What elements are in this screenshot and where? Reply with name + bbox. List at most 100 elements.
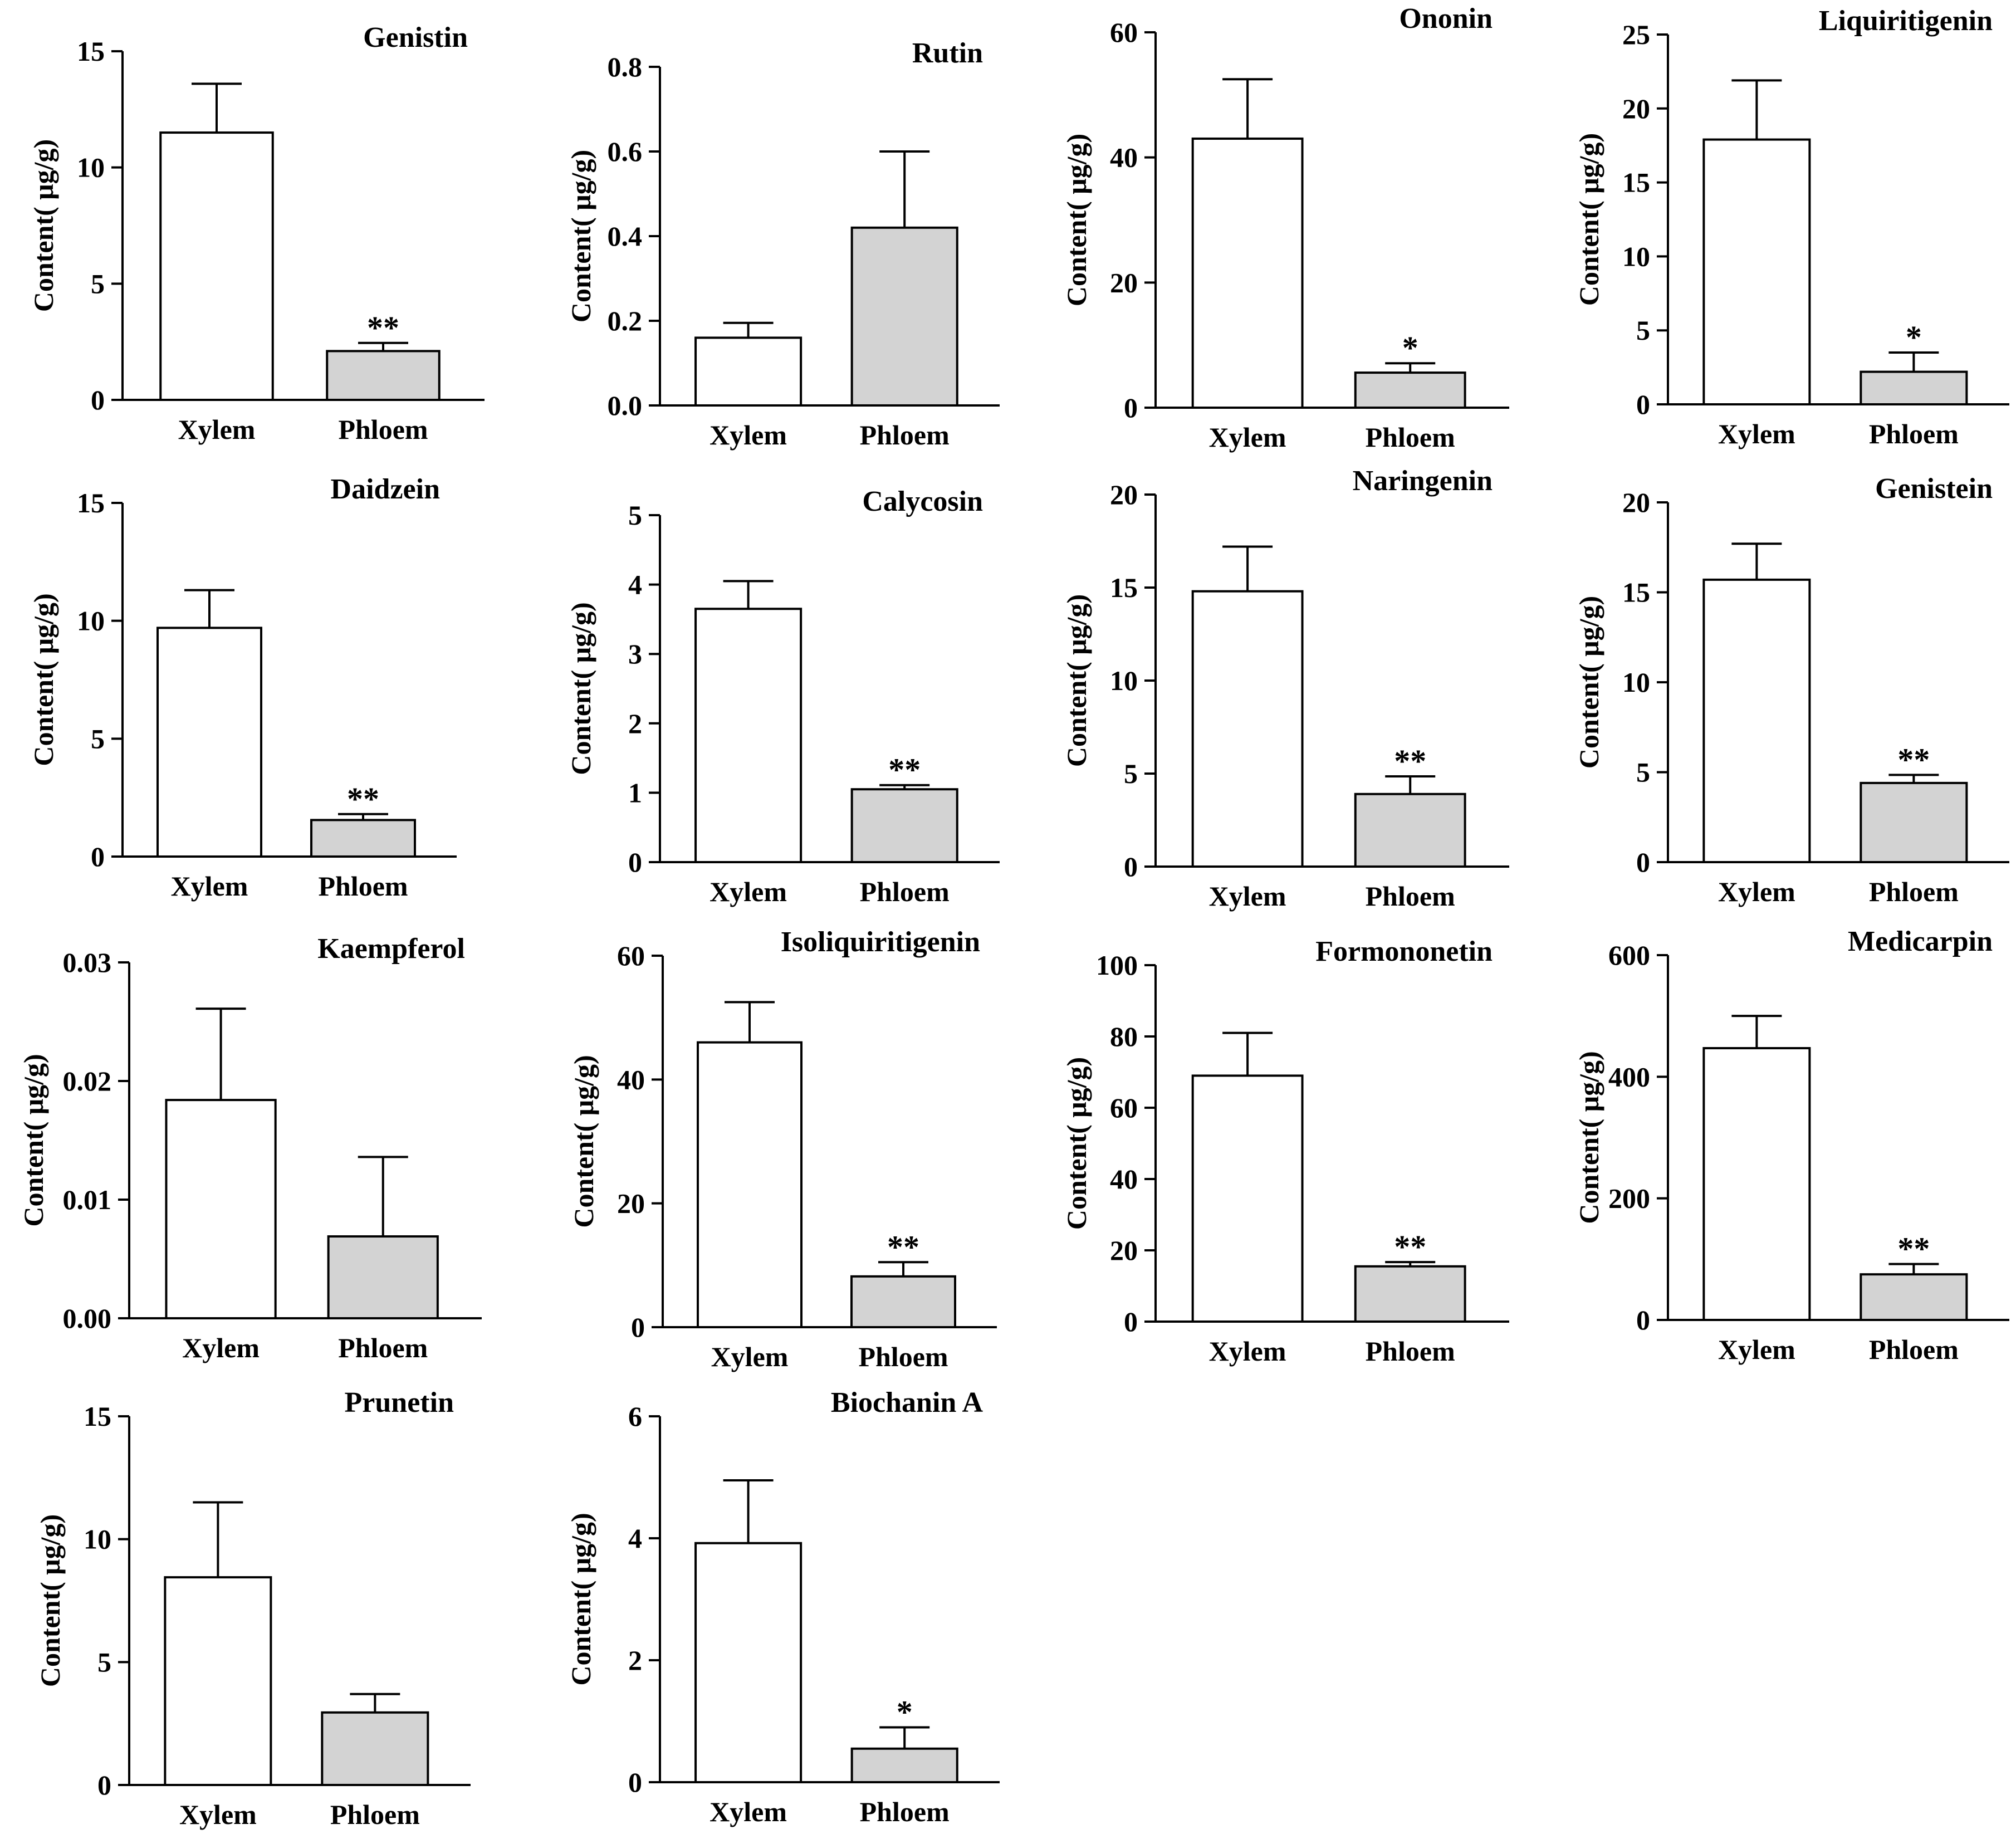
y-axis-title: Content( μg/g)	[1573, 133, 1604, 306]
y-tick-label: 10	[77, 152, 105, 183]
y-tick-label: 1	[628, 777, 642, 808]
y-tick-label: 25	[1622, 19, 1650, 50]
y-tick-label: 10	[1622, 241, 1650, 272]
y-tick-label: 3	[628, 638, 642, 669]
y-axis-title: Content( μg/g)	[565, 1513, 596, 1685]
bar-xylem	[1191, 590, 1304, 868]
y-tick-label: 0	[1124, 392, 1138, 423]
y-tick-label: 5	[628, 500, 642, 531]
bar-xylem	[694, 336, 803, 407]
bar-phloem	[1354, 1265, 1466, 1323]
y-tick-label: 4	[628, 1523, 642, 1554]
y-tick-label: 6	[628, 1401, 642, 1432]
y-tick-label: 0	[97, 1769, 111, 1801]
bar-phloem	[850, 1747, 958, 1783]
x-category-label: Phloem	[860, 1796, 950, 1827]
y-tick-label: 5	[91, 268, 105, 299]
y-axis-title: Content( μg/g)	[28, 593, 59, 766]
chart-title: Rutin	[912, 37, 983, 69]
y-tick-label: 10	[1622, 667, 1650, 698]
x-category-label: Xylem	[709, 1796, 787, 1827]
y-axis-title: Content( μg/g)	[28, 139, 59, 312]
y-tick-label: 600	[1608, 940, 1650, 971]
bar-phloem	[326, 350, 441, 401]
chart-title: Daidzein	[331, 473, 441, 505]
y-tick-label: 400	[1608, 1061, 1650, 1092]
significance-marker: *	[1402, 330, 1418, 366]
y-tick-label: 5	[1124, 758, 1138, 789]
y-axis-title: Content( μg/g)	[568, 1055, 599, 1227]
y-tick-label: 4	[628, 569, 642, 600]
x-category-label: Xylem	[1209, 1336, 1286, 1367]
chart-title: Formononetin	[1315, 936, 1493, 967]
chart-title: Prunetin	[345, 1387, 454, 1419]
y-tick-label: 20	[1622, 93, 1650, 124]
x-category-label: Phloem	[860, 419, 950, 451]
y-tick-label: 5	[1636, 315, 1650, 346]
x-category-label: Xylem	[1209, 881, 1286, 912]
bar-xylem	[1702, 1047, 1811, 1322]
panel-naringenin: 0 5 10 15 20 Content( μg/g) Naringenin Xylem ** P…	[1061, 465, 1509, 912]
y-tick-label: 5	[91, 723, 105, 754]
y-axis-title: Content( μg/g)	[18, 1054, 49, 1226]
y-tick-label: 0.01	[63, 1184, 112, 1215]
x-category-label: Xylem	[711, 1341, 789, 1372]
significance-marker: **	[1897, 1231, 1930, 1267]
chart-title: Naringenin	[1353, 465, 1493, 497]
bar-xylem	[1191, 1074, 1304, 1323]
significance-marker: **	[1394, 743, 1426, 779]
x-category-label: Phloem	[330, 1799, 420, 1830]
y-axis-title: Content( μg/g)	[1061, 594, 1092, 767]
bar-phloem	[1860, 781, 1968, 863]
y-tick-label: 80	[1110, 1021, 1138, 1052]
bar-xylem	[1191, 137, 1304, 409]
y-tick-label: 0	[91, 841, 105, 872]
y-tick-label: 0.2	[608, 305, 643, 336]
chart-title: Medicarpin	[1848, 926, 1993, 957]
x-category-label: Phloem	[1869, 418, 1959, 449]
panel-ononin: 0 20 40 60 Content( μg/g) Ononin Xylem * Phloem	[1061, 3, 1509, 453]
x-category-label: Xylem	[1718, 1334, 1795, 1365]
y-tick-label: 60	[617, 940, 645, 971]
y-tick-label: 0.02	[63, 1065, 112, 1097]
y-tick-label: 10	[84, 1524, 111, 1555]
x-category-label: Phloem	[318, 870, 408, 902]
bar-xylem	[159, 131, 274, 401]
x-category-label: Phloem	[1366, 1336, 1455, 1367]
y-tick-label: 20	[1110, 1235, 1138, 1266]
panel-isoliquiritigenin: 0 20 40 60 Content( μg/g) Isoliquiritigenin Xy…	[568, 926, 997, 1372]
y-tick-label: 20	[617, 1188, 645, 1219]
y-axis-title: Content( μg/g)	[1573, 596, 1604, 769]
chart-title: Biochanin A	[831, 1387, 983, 1419]
y-tick-label: 20	[1110, 267, 1138, 298]
panel-rutin: 0.0 0.2 0.4 0.6 0.8 Content( μg/g) Rutin Xylem P…	[565, 37, 1000, 451]
x-category-label: Xylem	[171, 870, 248, 902]
significance-marker: **	[887, 1229, 919, 1265]
bar-phloem	[327, 1235, 439, 1320]
chart-title: Genistein	[1875, 473, 1993, 505]
y-tick-label: 100	[1096, 950, 1138, 981]
bar-phloem	[1860, 370, 1968, 405]
x-category-label: Xylem	[1209, 422, 1286, 453]
y-tick-label: 10	[77, 605, 105, 637]
bar-xylem	[164, 1576, 272, 1786]
y-tick-label: 40	[1110, 1163, 1138, 1195]
chart-title: Calycosin	[862, 486, 983, 517]
y-tick-label: 20	[1622, 487, 1650, 518]
panel-genistin: 0 5 10 15 Content( μg/g) Genistin Xylem ** Phloe…	[28, 22, 485, 445]
x-category-label: Xylem	[1718, 418, 1795, 449]
bar-xylem	[1702, 138, 1811, 406]
significance-marker: **	[347, 781, 379, 817]
panel-calycosin: 0 1 2 3 4 5 Content( μg/g) Calycosin Xylem ** Phlo…	[565, 486, 1000, 907]
y-tick-label: 5	[1636, 757, 1650, 788]
y-tick-label: 0	[1636, 1304, 1650, 1336]
y-tick-label: 0.00	[63, 1303, 112, 1334]
significance-marker: **	[367, 310, 399, 346]
y-tick-label: 0.6	[608, 136, 643, 167]
y-axis-title: Content( μg/g)	[1061, 134, 1092, 306]
y-axis-title: Content( μg/g)	[565, 150, 596, 322]
bar-xylem	[694, 1542, 803, 1783]
y-tick-label: 15	[1110, 572, 1138, 603]
panel-genistein: 0 5 10 15 20 Content( μg/g) Genistein Xylem ** Ph…	[1573, 473, 2009, 907]
